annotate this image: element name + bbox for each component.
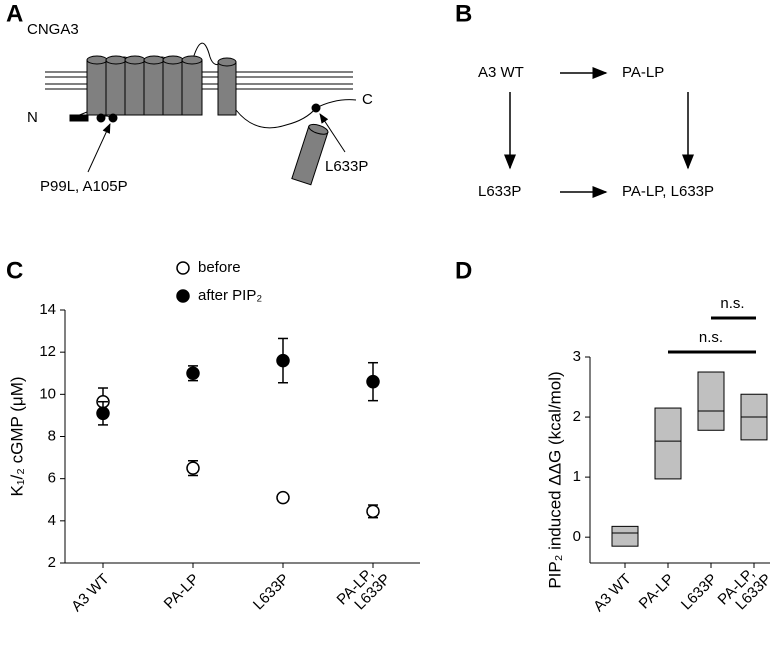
panel-label: D bbox=[455, 257, 472, 284]
marker bbox=[186, 366, 200, 380]
range-box bbox=[654, 407, 682, 480]
y-tick-label: 2 bbox=[573, 408, 581, 425]
node-label: PA-LP, L633P bbox=[622, 183, 714, 200]
terminus-label: C bbox=[362, 91, 373, 108]
legend-label: after PIP₂ bbox=[198, 287, 262, 304]
x-tick-label: PA-LP bbox=[161, 571, 203, 613]
y-axis-label: PIP₂ induced ΔΔG (kcal/mol) bbox=[545, 371, 564, 588]
y-tick-label: 12 bbox=[39, 343, 56, 360]
y-tick-label: 8 bbox=[48, 427, 56, 444]
marker bbox=[366, 504, 380, 519]
range-box bbox=[697, 371, 725, 431]
node-label: L633P bbox=[478, 183, 521, 200]
marker bbox=[96, 406, 110, 421]
y-tick-label: 4 bbox=[48, 512, 56, 529]
x-tick-label: PA-LP,L633P bbox=[715, 559, 774, 619]
significance-label: n.s. bbox=[699, 329, 723, 346]
node-label: PA-LP bbox=[622, 64, 664, 81]
y-axis-label: K₁/₂ cGMP (μM) bbox=[7, 376, 26, 496]
terminus-label: N bbox=[27, 109, 38, 126]
mutation-label: L633P bbox=[325, 158, 368, 175]
x-tick-label: PA-LP,L633P bbox=[334, 559, 394, 619]
y-tick-label: 0 bbox=[573, 528, 581, 545]
y-tick-label: 2 bbox=[48, 554, 56, 571]
y-tick-label: 10 bbox=[39, 385, 56, 402]
marker bbox=[276, 490, 290, 505]
mutation-label: P99L, A105P bbox=[40, 178, 128, 195]
node-label: A3 WT bbox=[478, 64, 524, 81]
panel-label: A bbox=[6, 0, 23, 27]
x-tick-label: A3 WT bbox=[68, 571, 112, 615]
significance-label: n.s. bbox=[720, 295, 744, 312]
x-tick-label: L633P bbox=[678, 571, 721, 614]
protein-label: CNGA3 bbox=[27, 21, 79, 38]
legend-label: before bbox=[198, 259, 241, 276]
x-tick-label: A3 WT bbox=[590, 571, 634, 615]
channel-diagram bbox=[45, 42, 357, 186]
legend-marker bbox=[176, 261, 190, 275]
y-tick-label: 6 bbox=[48, 470, 56, 487]
marker bbox=[366, 374, 380, 389]
marker bbox=[186, 461, 200, 475]
y-tick-label: 1 bbox=[573, 468, 581, 485]
legend-marker bbox=[176, 289, 190, 303]
y-tick-label: 14 bbox=[39, 301, 56, 318]
arrows bbox=[504, 67, 694, 198]
range-box bbox=[611, 525, 639, 547]
panel-label: C bbox=[6, 257, 23, 284]
y-tick-label: 3 bbox=[573, 348, 581, 365]
x-tick-label: L633P bbox=[250, 571, 293, 614]
x-tick-label: PA-LP bbox=[636, 571, 678, 613]
marker bbox=[276, 353, 290, 368]
panel-label: B bbox=[455, 0, 472, 27]
